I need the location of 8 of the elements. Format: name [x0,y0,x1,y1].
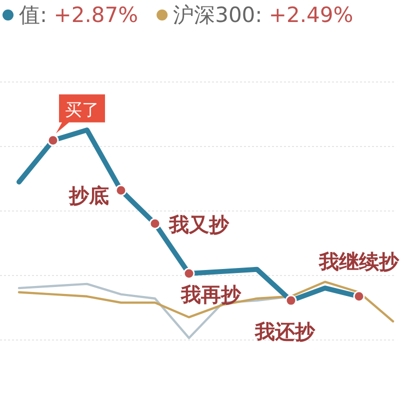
legend-label: 值: +2.87% [19,3,138,27]
annotation: 我再抄 [180,282,242,307]
legend-label: 沪深300: +2.49% [173,3,354,27]
annotation: 我还抄 [254,320,316,344]
annotation: 抄底 [68,183,109,208]
text: 买了 [65,100,99,120]
annotation: 我继续抄 [318,249,400,274]
annotation: 我又抄 [168,212,230,237]
